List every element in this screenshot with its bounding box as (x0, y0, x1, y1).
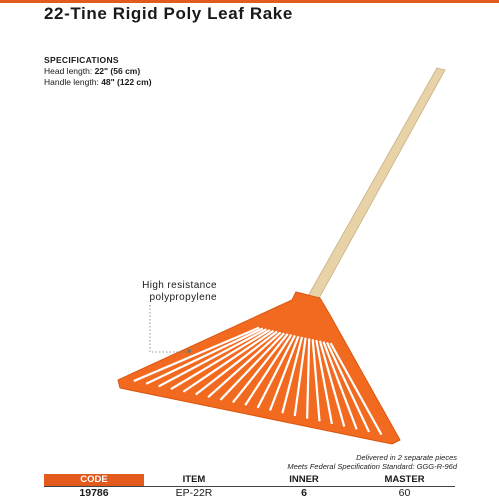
tine-slot (306, 338, 311, 419)
tine-slot (158, 328, 267, 388)
specifications-heading: SPECIFICATIONS (44, 55, 119, 65)
tine-slot (326, 341, 371, 433)
tine-slot (281, 336, 304, 414)
tine-slot (207, 331, 282, 398)
rake-head (117, 291, 401, 445)
delivery-note-line-2: Meets Federal Specification Standard: GG… (287, 462, 457, 471)
tine-slot (170, 329, 271, 391)
tine-slot (315, 339, 333, 425)
tine-slot (145, 327, 264, 385)
head-length-label: Head length: (44, 66, 95, 76)
tine-slot (133, 326, 260, 383)
material-callout: High resistance polypropylene (97, 280, 217, 304)
handle-length-label: Handle length: (44, 77, 102, 87)
cell-master: 60 (398, 487, 411, 499)
delivery-note: Delivered in 2 separate pieces Meets Fed… (287, 453, 457, 471)
header-item: ITEM (182, 474, 206, 485)
cell-code: 19786 (79, 487, 109, 499)
rake-handle (307, 67, 446, 301)
product-title: 22-Tine Rigid Poly Leaf Rake (44, 4, 293, 23)
callout-dot (187, 349, 191, 353)
specifications-block: SPECIFICATIONS Head length: 22" (56 cm) … (44, 55, 152, 88)
tine-slot (256, 334, 296, 409)
table-header: CODE ITEM INNER MASTER (44, 474, 455, 486)
table-row: 19786 EP-22R 6 60 (44, 486, 455, 500)
handle-length-value: 48" (122 cm) (101, 77, 152, 87)
tine-slot (268, 335, 300, 411)
tine-slot (311, 339, 321, 422)
tine-slot (195, 330, 278, 396)
tine-slot (318, 340, 346, 427)
tine-slot (182, 329, 275, 393)
head-length-value: 22" (56 cm) (94, 66, 141, 76)
callout-line-1: High resistance (142, 280, 217, 291)
tine-slot (244, 334, 293, 406)
delivery-note-line-1: Delivered in 2 separate pieces (356, 453, 457, 462)
tine-slot (293, 337, 307, 417)
callout-leader (149, 305, 188, 353)
cell-inner: 6 (301, 487, 307, 499)
tine-slot (322, 341, 358, 430)
tine-slot (219, 332, 285, 401)
cell-item: EP-22R (175, 487, 213, 499)
header-code: CODE (44, 474, 144, 486)
tine-slot (329, 342, 383, 436)
callout-line-2: polypropylene (149, 292, 217, 303)
handle-length-line: Handle length: 48" (122 cm) (44, 77, 152, 88)
title-rule (0, 0, 499, 3)
header-master: MASTER (384, 474, 425, 485)
header-inner: INNER (289, 474, 319, 485)
tine-slot (232, 333, 289, 404)
head-length-line: Head length: 22" (56 cm) (44, 66, 152, 77)
